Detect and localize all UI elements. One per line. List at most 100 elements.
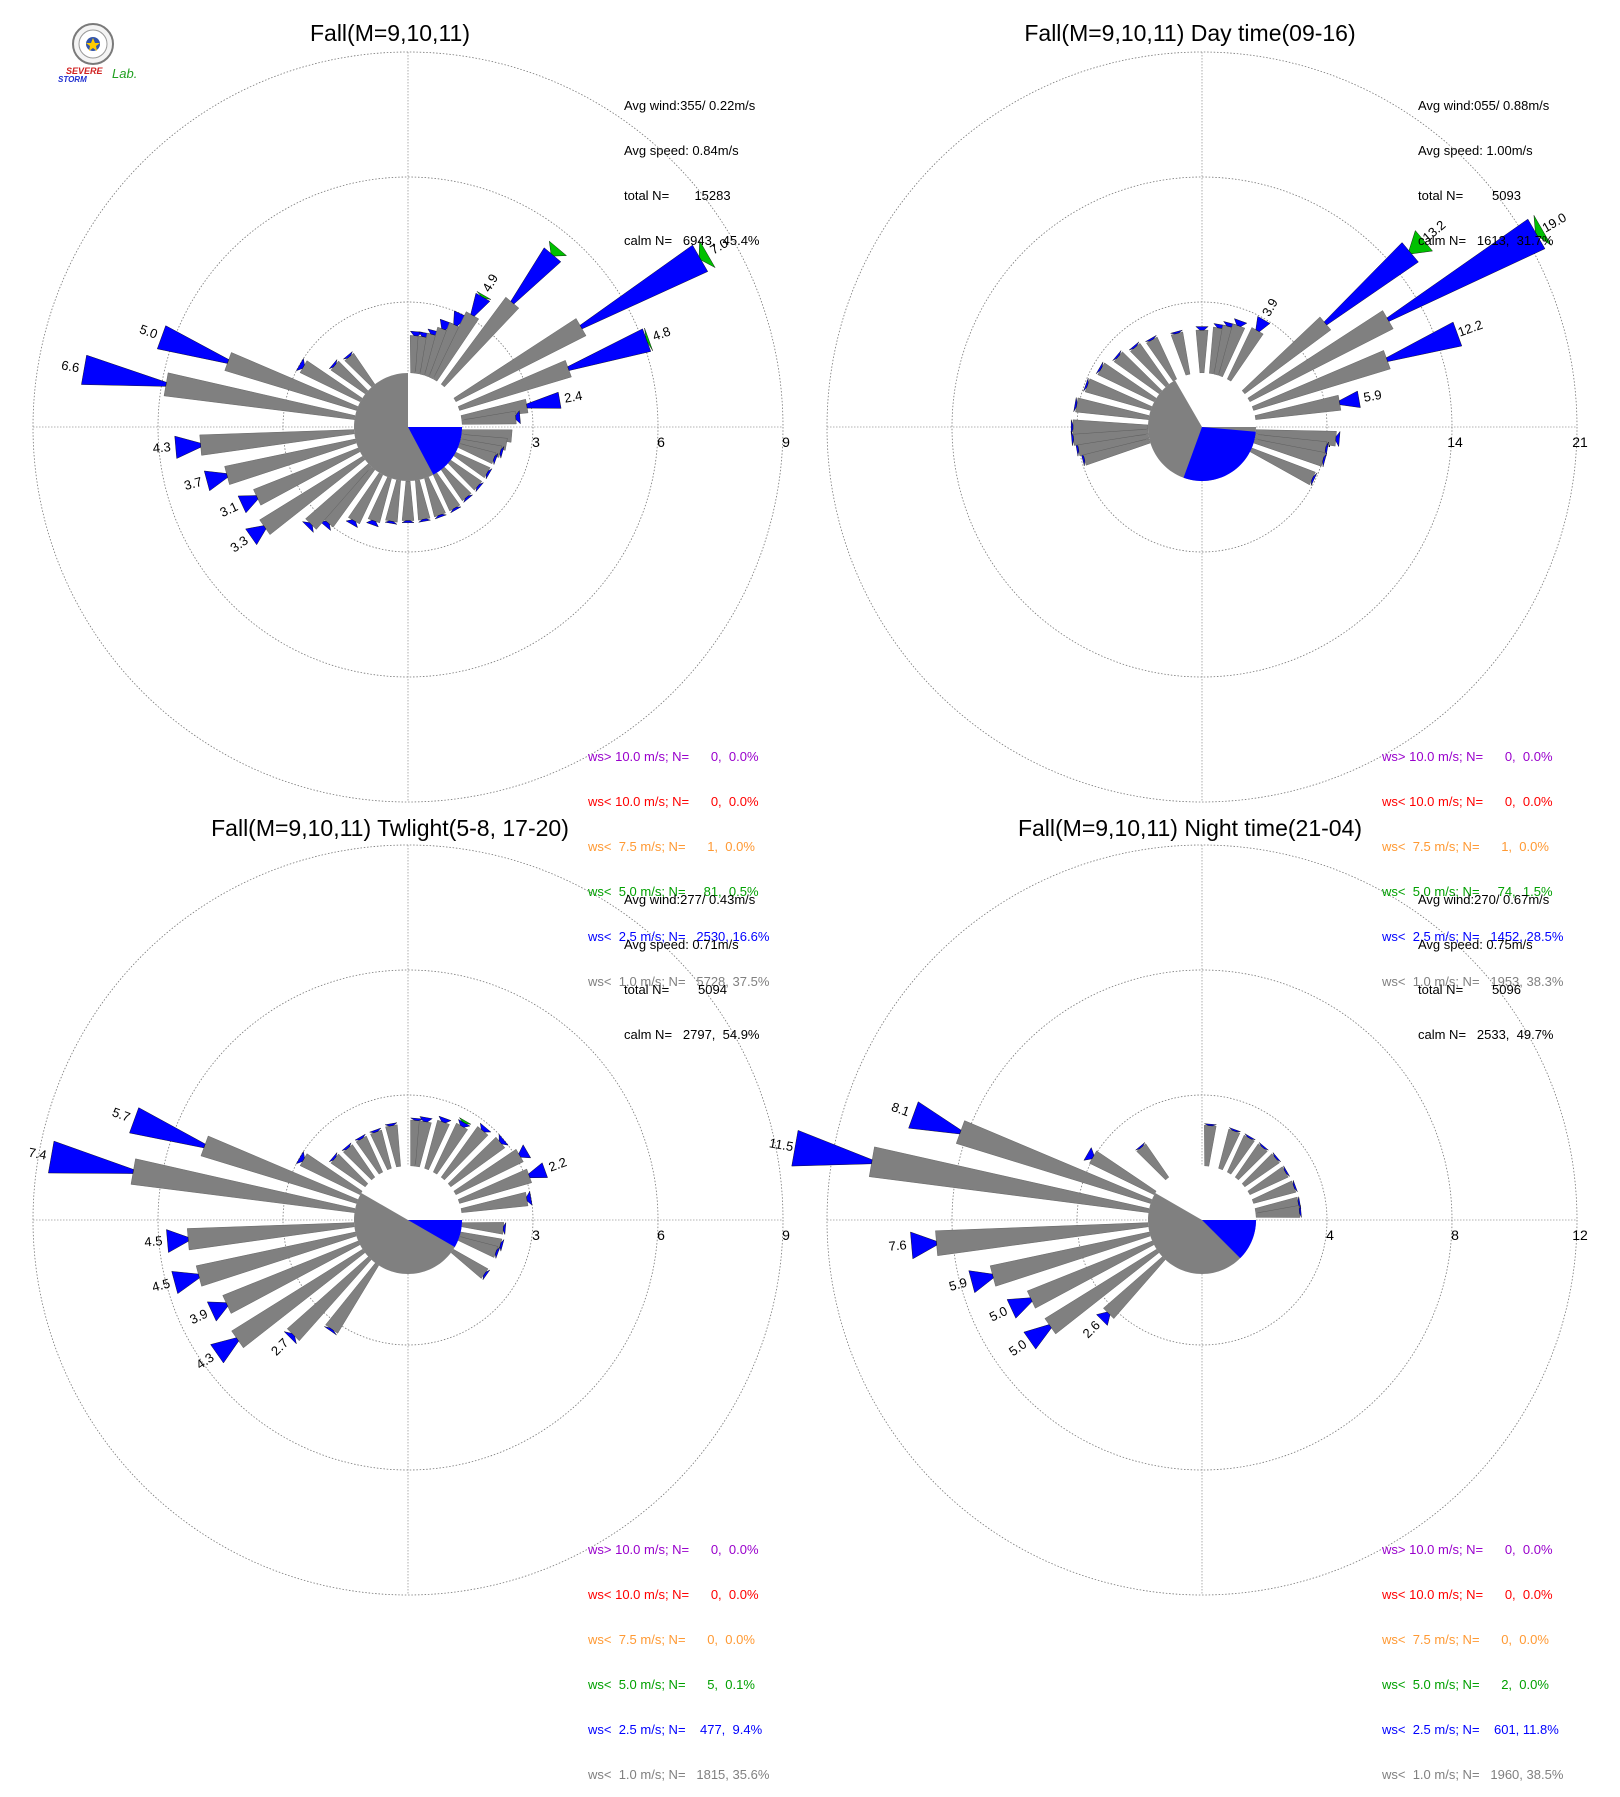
stat-avg-speed: Avg speed: 0.75m/s [1418,937,1533,952]
range-ring [826,844,1578,1596]
stat-avg-speed: Avg speed: 0.71m/s [624,937,739,952]
legend-ws-lt10: ws< 10.0 m/s; N= 0, 0.0% [588,1587,759,1602]
range-ring [1076,1094,1328,1346]
petal-ws-lt25 [1096,1311,1111,1326]
windrose-panel-2: 714213.913.219.012.25.9 [826,51,1588,803]
petal-ws-lt25 [210,1337,239,1364]
legend-ws-gt10: ws> 10.0 m/s; N= 0, 0.0% [588,1542,759,1557]
petal-ws-lt25 [1129,341,1140,351]
petal-ws-lt1 [224,352,359,411]
petal-ws-lt1 [195,1231,357,1287]
ring-label: 8 [1451,1227,1459,1243]
petal-value-label: 5.0 [138,321,160,341]
legend-ws-lt5: ws< 5.0 m/s; N= 5, 0.1% [588,1677,755,1692]
petal-ws-lt1 [1218,323,1246,378]
petal-ws-lt25 [908,1101,962,1135]
petal-ws-lt5 [476,291,492,300]
ring-label: 9 [782,1227,790,1243]
petal-ws-lt25 [204,470,228,492]
petal-ws-lt1 [199,429,355,456]
stat-total-n: total N= 15283 [624,188,731,203]
petal-ws-lt1 [1251,350,1391,411]
range-ring [32,844,784,1596]
legend-ws-lt1: ws< 1.0 m/s; N= 1953, 38.3% [1382,974,1564,989]
petal-value-label: 5.0 [1006,1336,1029,1359]
petal-ws-lt25 [526,1190,533,1206]
petal-ws-lt5 [549,240,568,257]
petal-ws-lt25 [1204,1123,1217,1127]
calm-sector-blue [408,427,462,475]
ring-label: 6 [657,1227,665,1243]
petal-ws-lt25 [245,525,267,546]
petal-ws-lt1 [453,318,587,403]
petal-ws-lt25 [48,1140,134,1174]
petal-ws-lt1 [460,1191,529,1213]
panel-title-twilight: Fall(M=9,10,11) Twlight(5-8, 17-20) [211,815,569,841]
petal-ws-lt25 [510,247,562,305]
petal-ws-lt25 [283,1331,297,1345]
petal-ws-lt25 [1335,430,1341,448]
petal-ws-lt1 [1247,1166,1289,1196]
petal-ws-lt25 [499,446,505,459]
petal-ws-lt1 [385,479,401,523]
ring-label: 9 [782,434,790,450]
petal-ws-lt1 [343,1144,376,1181]
legend-ws-lt1: ws< 1.0 m/s; N= 1960, 38.5% [1382,1767,1564,1782]
petal-ws-lt25 [329,1152,338,1162]
panel-stats-twilight: Avg wind:277/ 0.43m/s Avg speed: 0.71m/s… [624,862,760,1057]
petal-value-label: 3.3 [227,533,250,556]
petal-ws-lt1 [355,1135,384,1175]
calm-sector-gray [354,1193,462,1274]
petal-ws-lt1 [1130,342,1170,388]
petal-ws-lt25 [502,1222,507,1235]
ring-label: 4 [1326,1227,1334,1243]
petal-value-label: 12.2 [1456,317,1485,340]
petal-ws-lt25 [1195,326,1209,331]
legend-fall: ws> 10.0 m/s; N= 0, 0.0% ws< 10.0 m/s; N… [588,719,769,1004]
petal-value-label: 5.7 [110,1104,132,1124]
legend-ws-lt25: ws< 2.5 m/s; N= 2530, 16.6% [588,929,770,944]
petal-ws-lt25 [1023,1324,1052,1350]
petal-ws-lt25 [910,1231,937,1260]
petal-ws-lt25 [1386,321,1463,362]
petal-ws-lt1 [344,352,376,388]
calm-sector-blue [1202,1220,1256,1259]
petal-ws-lt1 [989,1231,1151,1287]
windrose-panel-1: 3 6 94.97.04.82.45.06.64.33.73.13.3 [32,51,790,803]
petal-ws-lt1 [224,438,357,485]
legend-ws-lt10: ws< 10.0 m/s; N= 0, 0.0% [1382,794,1553,809]
petal-ws-lt1 [348,472,384,525]
petal-ws-lt25 [1244,1133,1256,1140]
petal-ws-lt1 [1241,1153,1280,1188]
petal-value-label: 3.9 [187,1306,210,1327]
petal-ws-lt25 [479,1122,492,1133]
petal-ws-lt1 [299,1153,363,1196]
legend-night: ws> 10.0 m/s; N= 0, 0.0% ws< 10.0 m/s; N… [1382,1512,1563,1797]
petal-ws-lt1 [1075,397,1150,420]
petal-ws-lt25 [206,1301,228,1322]
petal-ws-lt1 [1254,394,1342,420]
petal-ws-lt1 [440,296,520,388]
stat-calm-n: calm N= 2533, 49.7% [1418,1027,1554,1042]
petal-ws-lt1 [253,447,361,506]
petal-ws-lt1 [1204,1125,1217,1167]
petal-value-label: 6.6 [60,357,80,375]
petal-ws-lt1 [286,1256,372,1342]
petal-ws-lt1 [401,480,415,521]
petal-ws-lt25 [1259,1142,1269,1151]
petal-ws-lt25 [567,328,652,371]
petal-ws-lt25 [129,1107,206,1149]
calm-sector-gray [1148,1193,1256,1274]
petal-ws-lt5 [459,1117,472,1125]
petal-ws-lt25 [1283,1165,1290,1177]
petal-ws-lt25 [418,518,431,523]
petal-ws-lt25 [485,468,493,479]
petal-ws-lt1 [432,1122,468,1175]
petal-value-label: 11.5 [768,1135,795,1154]
petal-ws-lt1 [1241,316,1332,395]
petal-ws-lt25 [458,1118,471,1128]
petal-ws-lt25 [385,1122,398,1127]
petal-value-label: 3.1 [217,499,240,520]
petal-value-label: 4.5 [144,1233,163,1250]
range-ring [282,1094,534,1346]
